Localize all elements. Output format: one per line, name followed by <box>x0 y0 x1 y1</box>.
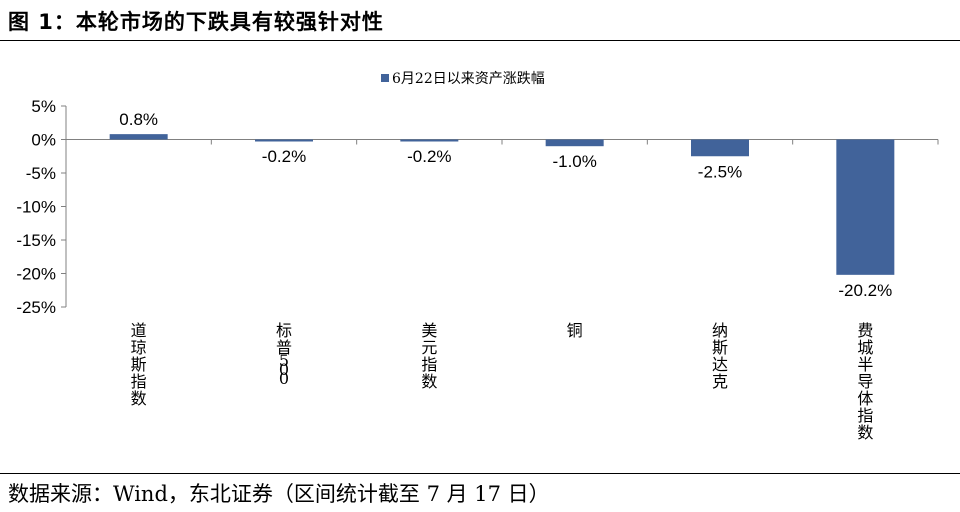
category-labels: 道琼斯指数 标普 500 美元指数 铜 纳斯达克 费城半导体指数 <box>131 321 874 442</box>
figure-title: 图 1：本轮市场的下跌具有较强针对性 <box>8 10 384 34</box>
bar <box>400 139 459 142</box>
y-tick-label: 0% <box>31 131 56 150</box>
bar-series <box>109 134 895 275</box>
source-note: 数据来源：Wind，东北证券（区间统计截至 7 月 17 日） <box>8 482 550 506</box>
category-label: 标普 500 <box>276 321 292 388</box>
bar <box>836 139 895 275</box>
title-rule <box>0 40 960 41</box>
category-label: 费城半导体指数 <box>857 321 873 442</box>
y-tick-label: -20% <box>16 265 56 284</box>
chart-legend: 6月22日以来资产涨跌幅 <box>381 71 545 87</box>
data-labels: 0.8% -0.2% -0.2% -1.0% -2.5% -20.2% <box>119 110 892 300</box>
y-tick-label: -10% <box>16 198 56 217</box>
legend-swatch <box>381 74 389 82</box>
y-axis: 5% 0% -5% -10% -15% -20% -25% <box>16 97 67 317</box>
legend-label: 6月22日以来资产涨跌幅 <box>392 71 545 87</box>
category-label: 铜 <box>567 321 583 340</box>
bar <box>691 139 749 157</box>
data-label: -20.2% <box>838 281 892 300</box>
category-label: 纳斯达克 <box>712 321 728 391</box>
data-label: -0.2% <box>262 147 306 166</box>
category-label: 道琼斯指数 <box>131 321 147 408</box>
y-tick-label: -15% <box>16 231 56 250</box>
y-tick-label: -5% <box>26 164 56 183</box>
data-label: -2.5% <box>698 162 742 181</box>
category-label: 美元指数 <box>421 321 437 391</box>
bar <box>545 139 604 147</box>
y-tick-label: 5% <box>31 97 56 116</box>
bar <box>109 134 168 140</box>
data-label: 0.8% <box>119 110 158 129</box>
y-tick-label: -25% <box>16 298 56 317</box>
data-label: -0.2% <box>407 147 451 166</box>
source-rule <box>0 473 960 474</box>
x-axis <box>65 139 939 145</box>
data-label: -1.0% <box>552 152 596 171</box>
bar <box>255 139 313 142</box>
